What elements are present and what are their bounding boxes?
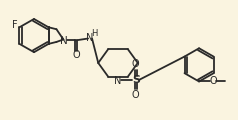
Text: H: H [91,29,97,38]
Text: N: N [86,33,94,42]
Text: O: O [132,59,140,69]
Text: O: O [209,76,217,87]
Text: O: O [72,50,80,60]
Text: O: O [132,90,140,100]
Text: N: N [114,75,122,86]
Text: F: F [12,20,17,30]
Text: N: N [60,36,68,46]
Text: S: S [132,75,140,84]
